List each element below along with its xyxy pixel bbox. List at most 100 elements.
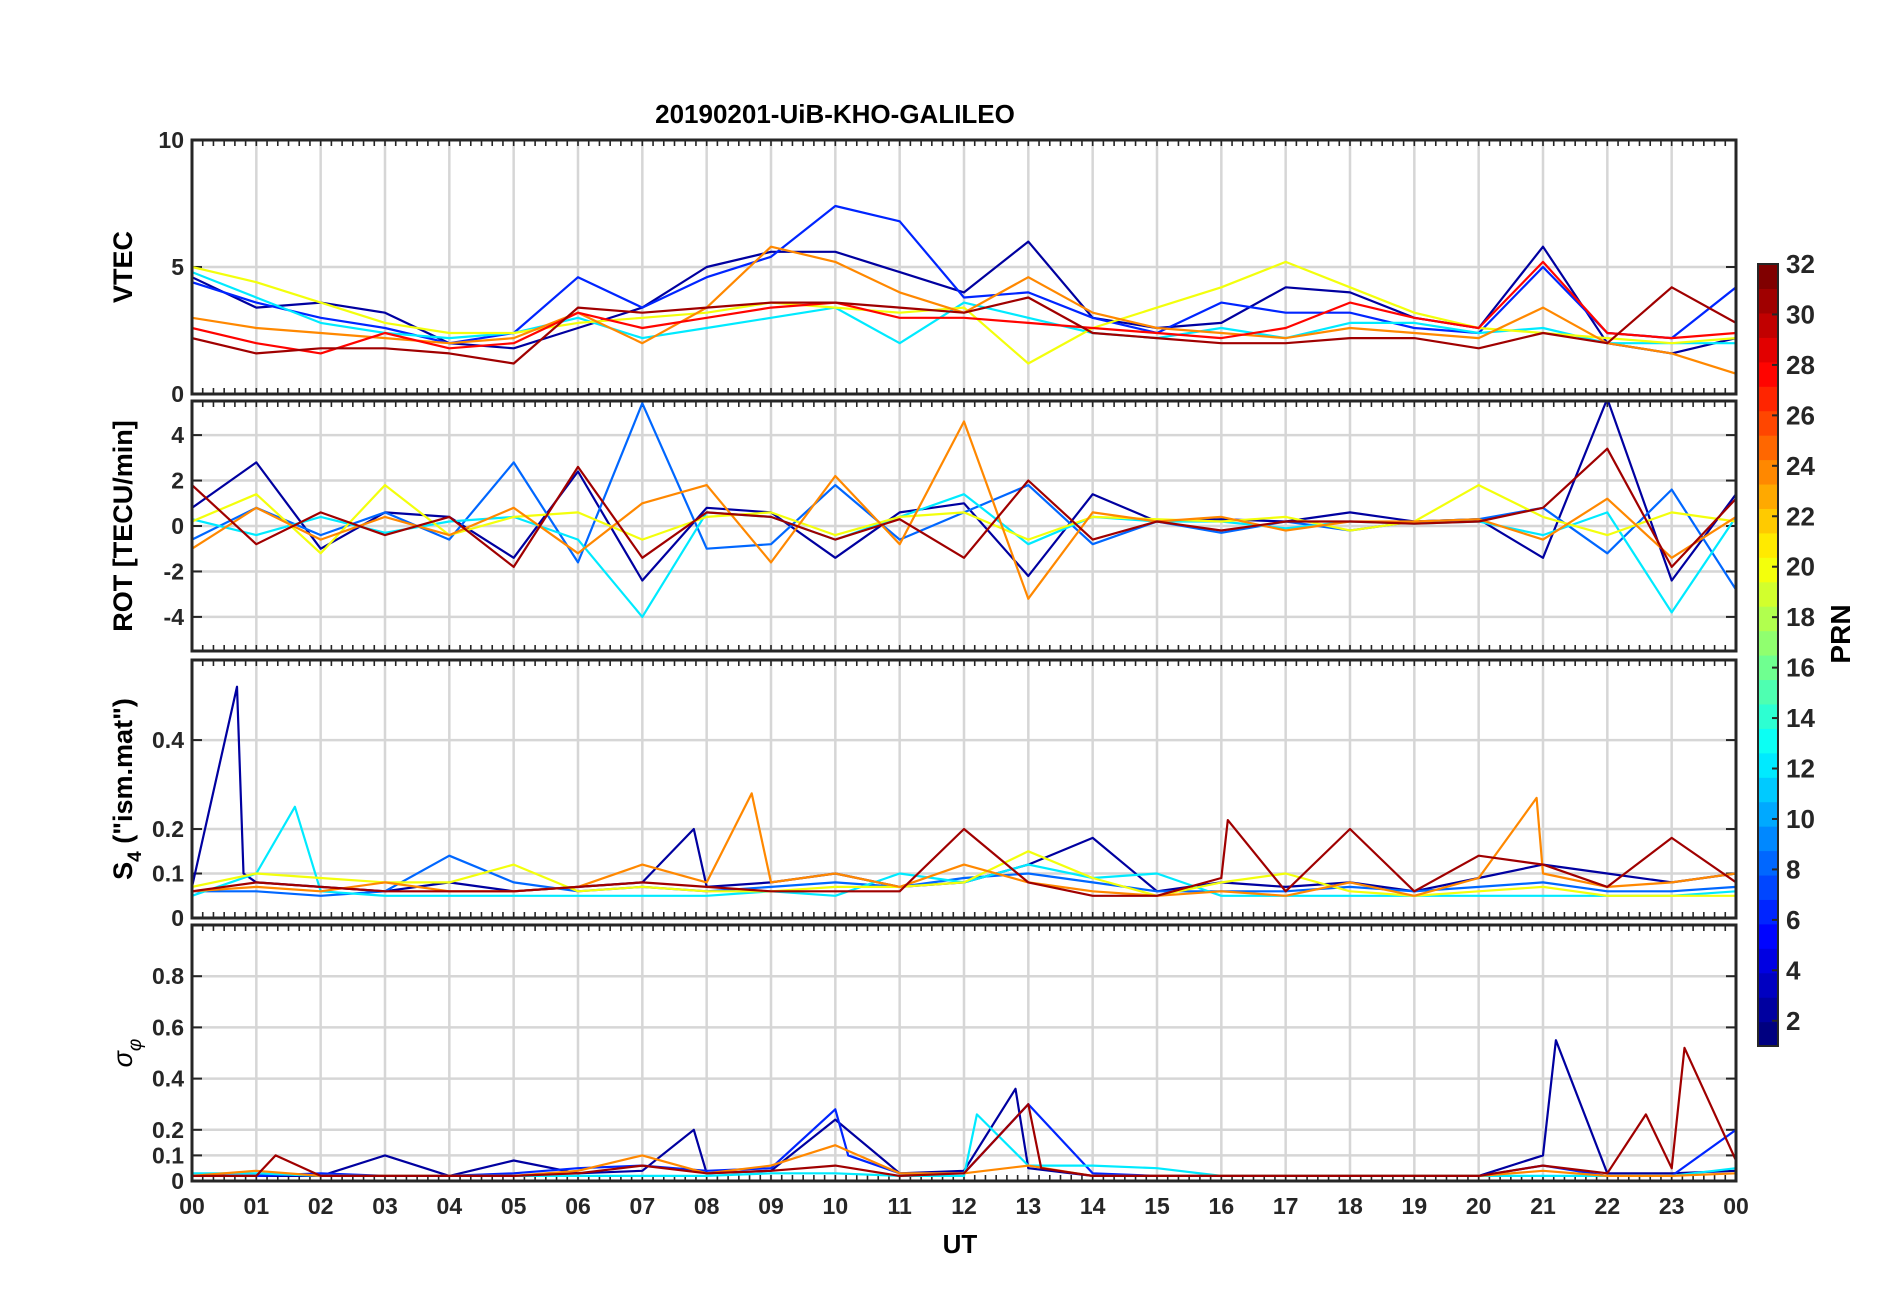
series-line-prn-2 (192, 1039, 1736, 1178)
colorbar-band (1758, 606, 1778, 632)
colorbar-band (1758, 264, 1778, 290)
y-axis-label: ROT [TECU/min] (108, 420, 138, 631)
colorbar-band (1758, 752, 1778, 778)
x-tick-label: 06 (565, 1193, 591, 1219)
colorbar-band (1758, 728, 1778, 754)
y-tick-label: 0.8 (152, 963, 184, 989)
colorbar-band (1758, 972, 1778, 998)
colorbar-band (1758, 874, 1778, 900)
colorbar-band (1758, 337, 1778, 363)
chart-title: 20190201-UiB-KHO-GALILEO (655, 99, 1015, 129)
colorbar-band (1758, 948, 1778, 974)
series-line-prn-31 (192, 1046, 1736, 1178)
series-line-prn-31 (192, 447, 1736, 569)
colorbar-band (1758, 435, 1778, 461)
x-axis-label: UT (943, 1229, 978, 1259)
y-axis-label: VTEC (108, 231, 138, 303)
colorbar-tick-label: 28 (1786, 350, 1815, 380)
colorbar: 32 30 28 26 24 22 20 18 16 14 12 10 8 6 4 2 (1757, 249, 1815, 1047)
colorbar-band (1758, 581, 1778, 607)
series-line-prn-28 (192, 260, 1736, 355)
y-tick-label: -4 (164, 604, 185, 630)
series-line-prn-12 (192, 805, 1736, 897)
series-line-prn-20 (192, 850, 1736, 897)
series-group (192, 1039, 1736, 1178)
colorbar-band (1758, 899, 1778, 925)
x-tick-label: 15 (1144, 1193, 1170, 1219)
y-tick-label: 0 (171, 905, 184, 931)
y-tick-label: 0.1 (152, 861, 184, 887)
y-tick-label: 0.4 (152, 727, 184, 753)
y-axis-label: σφ (108, 1039, 146, 1068)
y-tick-label: 10 (158, 127, 184, 153)
x-tick-label: 03 (372, 1193, 398, 1219)
colorbar-tick-label: 22 (1786, 501, 1815, 531)
x-tick-label: 04 (437, 1193, 463, 1219)
axes-frame (190, 658, 1738, 920)
panel-sigma_phi: 00.10.2 0.4 0.6 0.8 σφ (108, 923, 1738, 1194)
y-tick-label: 4 (171, 422, 184, 448)
colorbar-tick-label: 26 (1786, 400, 1815, 430)
y-tick-label: 0.1 (152, 1142, 184, 1168)
x-tick-label: 08 (694, 1193, 720, 1219)
x-tick-label: 16 (1209, 1193, 1235, 1219)
x-tick-label: 22 (1595, 1193, 1621, 1219)
colorbar-tick-label: 18 (1786, 602, 1815, 632)
y-tick-label: 0.4 (152, 1066, 184, 1092)
panel-s4: 0 0.1 0.2 0.4S4 ("ism.mat") (108, 658, 1738, 931)
panel-vtec: 0 5 10 VTEC (108, 127, 1738, 407)
x-tick-label: 18 (1337, 1193, 1363, 1219)
colorbar-tick-label: 10 (1786, 804, 1815, 834)
colorbar-tick-label: 14 (1786, 703, 1815, 733)
axes-frame (190, 399, 1738, 653)
colorbar-band (1758, 826, 1778, 852)
x-axis: 00 01 02 03 04 05 06 07 08 09 10 11 12 13 14 15 16 17 18 19… (179, 1193, 1749, 1219)
y-tick-label: 0 (171, 381, 184, 407)
colorbar-frame (1757, 263, 1779, 1047)
y-tick-label: 0.6 (152, 1014, 184, 1040)
x-tick-label: 00 (179, 1193, 205, 1219)
colorbar-tick-label: 6 (1786, 905, 1800, 935)
colorbar-band (1758, 288, 1778, 314)
colorbar-tick-label: 4 (1786, 955, 1801, 985)
colorbar-tick-label: 32 (1786, 249, 1815, 279)
x-tick-label: 20 (1466, 1193, 1492, 1219)
series-line-prn-24 (192, 420, 1736, 600)
x-tick-label: 01 (244, 1193, 270, 1219)
colorbar-band (1758, 850, 1778, 876)
colorbar-band (1758, 1021, 1778, 1047)
colorbar-band (1758, 459, 1778, 485)
colorbar-band (1758, 483, 1778, 509)
colorbar-tick-label: 20 (1786, 552, 1815, 582)
colorbar-band (1758, 679, 1778, 705)
colorbar-band (1758, 997, 1778, 1023)
series-group (192, 401, 1736, 619)
colorbar-band (1758, 386, 1778, 412)
colorbar-band (1758, 801, 1778, 827)
colorbar-tick-label: 8 (1786, 854, 1800, 884)
series-line-prn-8 (192, 854, 1736, 897)
x-tick-label: 21 (1530, 1193, 1556, 1219)
colorbar-band (1758, 410, 1778, 436)
axes-frame (190, 138, 1738, 396)
x-tick-label: 12 (951, 1193, 977, 1219)
colorbar-label: PRN (1825, 604, 1856, 663)
colorbar-tick-label: 2 (1786, 1006, 1800, 1036)
colorbar-band (1758, 312, 1778, 338)
y-tick-label: -2 (164, 558, 184, 584)
x-tick-label: 23 (1659, 1193, 1685, 1219)
y-tick-label: 0.2 (152, 816, 184, 842)
y-tick-label: 5 (171, 254, 184, 280)
colorbar-band (1758, 655, 1778, 681)
y-tick-label: 0.2 (152, 1117, 184, 1143)
colorbar-tick-label: 12 (1786, 754, 1815, 784)
x-tick-label: 14 (1080, 1193, 1106, 1219)
x-tick-label: 09 (758, 1193, 784, 1219)
series-group (192, 204, 1736, 375)
y-axis-label: S4 ("ism.mat") (108, 698, 146, 880)
series-group (192, 685, 1736, 897)
series-line-prn-31 (192, 286, 1736, 365)
